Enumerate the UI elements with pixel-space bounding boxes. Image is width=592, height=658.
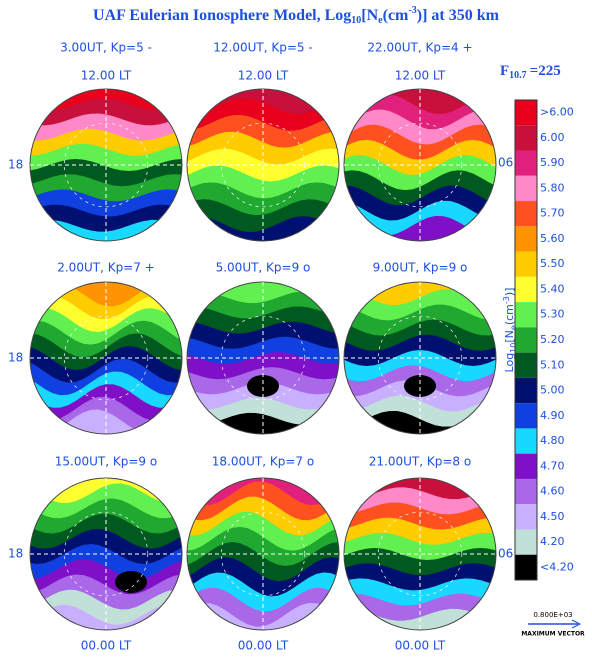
flux-label: F10.7=225 — [500, 63, 561, 81]
colorbar-swatch — [515, 277, 537, 302]
panel-title: 3.00UT, Kp=5 - — [60, 41, 152, 55]
figure: UAF Eulerian Ionosphere Model, Log10[Ne(… — [0, 0, 592, 658]
colorbar-label: 5.00 — [540, 384, 565, 397]
colorbar-swatch — [515, 125, 537, 150]
title-sub: 10 — [351, 15, 361, 26]
colorbar-label: 4.20 — [540, 535, 565, 548]
colorbar-label: 5.50 — [540, 257, 565, 270]
title-text: UAF Eulerian Ionosphere Model, Log — [93, 7, 351, 24]
colorbar-swatch — [515, 479, 537, 504]
panel-title: 5.00UT, Kp=9 o — [216, 261, 311, 275]
colorbar-label: 5.90 — [540, 156, 565, 169]
panel-title: 21.00UT, Kp=8 o — [369, 455, 471, 469]
axis-sup: -3 — [502, 296, 511, 304]
density-hole — [247, 375, 279, 397]
colorbar-swatch — [515, 151, 537, 176]
panel-title: 9.00UT, Kp=9 o — [373, 261, 468, 275]
top-label: 12.00 LT — [238, 69, 289, 83]
axis-text: (cm — [503, 304, 516, 325]
panel-title: 12.00UT, Kp=5 - — [213, 41, 312, 55]
colorbar-swatch — [515, 378, 537, 403]
colorbar-swatch — [515, 353, 537, 378]
vector-label: MAXIMUM VECTOR — [521, 631, 585, 638]
left-label: 18 — [8, 351, 23, 365]
colorbar-swatch — [515, 428, 537, 453]
title-sup: -3 — [408, 5, 416, 16]
flux-text: F — [500, 63, 509, 79]
colorbar-label: 5.40 — [540, 282, 565, 295]
colorbar-swatch — [515, 403, 537, 428]
colorbar-swatch — [515, 226, 537, 251]
colorbar-swatch — [515, 252, 537, 277]
colorbar-swatch — [515, 302, 537, 327]
flux-value: =225 — [530, 63, 561, 79]
colorbar-swatch — [515, 327, 537, 352]
density-hole — [404, 375, 436, 397]
colorbar-swatch — [515, 529, 537, 554]
colorbar-label: <4.20 — [540, 560, 574, 573]
colorbar-swatch — [515, 555, 537, 580]
colorbar-label: >6.00 — [540, 106, 574, 119]
axis-text: Log — [503, 353, 516, 373]
right-label: 06 — [498, 547, 513, 561]
colorbar-label: 5.30 — [540, 308, 565, 321]
figure-title: UAF Eulerian Ionosphere Model, Log10[Ne(… — [93, 5, 500, 26]
top-label: 12.00 LT — [395, 69, 446, 83]
colorbar-swatch — [515, 176, 537, 201]
bottom-label: 00.00 LT — [238, 639, 289, 653]
colorbar-label: 4.60 — [540, 485, 565, 498]
colorbar-label: 6.00 — [540, 131, 565, 144]
axis-text: [N — [503, 330, 516, 343]
colorbar-swatch — [515, 100, 537, 125]
colorbar-label: 5.70 — [540, 207, 565, 220]
left-label: 18 — [8, 158, 23, 172]
colorbar-swatch — [515, 504, 537, 529]
colorbar-label: 4.70 — [540, 459, 565, 472]
axis-text: )] — [503, 288, 516, 297]
panel-title: 2.00UT, Kp=7 + — [57, 261, 155, 275]
panel-title: 22.00UT, Kp=4 + — [367, 41, 472, 55]
panel-title: 15.00UT, Kp=9 o — [55, 455, 157, 469]
vector-value: 0.800E+03 — [533, 611, 572, 619]
panel-title: 18.00UT, Kp=7 o — [212, 455, 314, 469]
colorbar-label: 5.60 — [540, 232, 565, 245]
bottom-label: 00.00 LT — [81, 639, 132, 653]
top-label: 12.00 LT — [81, 69, 132, 83]
bottom-label: 00.00 LT — [395, 639, 446, 653]
colorbar-swatch — [515, 201, 537, 226]
colorbar-label: 5.80 — [540, 181, 565, 194]
colorbar-label: 4.90 — [540, 409, 565, 422]
title-text: )] at 350 km — [417, 7, 500, 24]
flux-sub: 10.7 — [509, 70, 527, 81]
title-text: [N — [361, 7, 378, 24]
colorbar-label: 4.50 — [540, 510, 565, 523]
colorbar-label: 5.10 — [540, 358, 565, 371]
right-label: 06 — [498, 156, 513, 170]
colorbar-swatch — [515, 454, 537, 479]
left-label: 18 — [8, 547, 23, 561]
title-text: (cm — [383, 7, 409, 24]
colorbar-label: 5.20 — [540, 333, 565, 346]
colorbar-label: 4.80 — [540, 434, 565, 447]
